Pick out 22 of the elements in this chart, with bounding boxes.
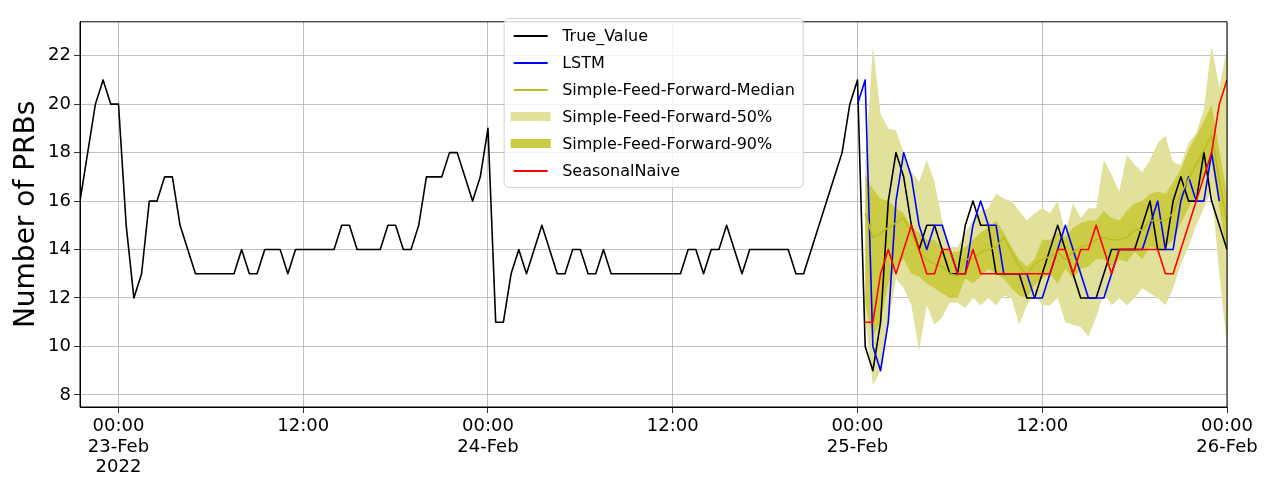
legend-label: Simple-Feed-Forward-90% xyxy=(562,133,773,155)
y-tick-label: 20 xyxy=(48,91,71,113)
y-tick-label: 16 xyxy=(48,188,71,210)
x-tick-label: 12:00 xyxy=(646,414,699,436)
y-tick-label: 18 xyxy=(48,140,71,162)
x-tick-label: 00:00 24-Feb xyxy=(457,414,519,456)
legend-label: Simple-Feed-Forward-Median xyxy=(562,79,795,101)
x-tick-label: 00:00 25-Feb xyxy=(826,414,889,456)
x-tick-label: 12:00 xyxy=(277,414,330,436)
legend-label: SeasonalNaive xyxy=(562,160,681,182)
y-tick-label: 22 xyxy=(48,43,71,65)
x-tick-label: 12:00 xyxy=(1016,414,1069,436)
x-tick-label: 00:00 26-Feb xyxy=(1196,414,1258,456)
y-tick-label: 8 xyxy=(59,382,71,404)
y-tick-label: 12 xyxy=(48,285,71,307)
y-tick-label: 14 xyxy=(48,237,71,259)
legend-label: LSTM xyxy=(562,52,605,74)
x-tick-label: 00:00 23-Feb 2022 xyxy=(87,414,150,477)
y-tick-label: 10 xyxy=(48,334,71,356)
y-axis-title: Number of PRBs xyxy=(8,100,42,329)
legend-label: Simple-Feed-Forward-50% xyxy=(562,106,773,128)
legend-label: True_Value xyxy=(562,25,649,47)
